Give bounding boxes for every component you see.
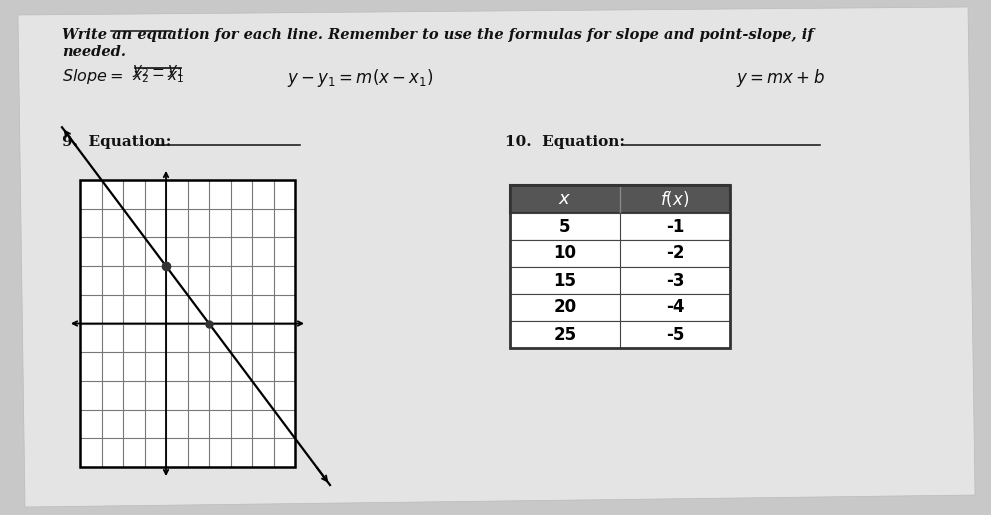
Text: $f(x)$: $f(x)$: [660, 189, 690, 209]
Text: Write an equation for each line. Remember to use the formulas for slope and poin: Write an equation for each line. Remembe…: [62, 28, 814, 42]
Text: -4: -4: [666, 299, 684, 317]
Text: $Slope = $: $Slope = $: [62, 67, 123, 86]
Text: needed.: needed.: [62, 45, 126, 59]
Bar: [510, 267, 730, 294]
Text: $x$: $x$: [558, 190, 572, 208]
Text: 25: 25: [553, 325, 577, 344]
Text: $y - y_1 = m(x - x_1)$: $y - y_1 = m(x - x_1)$: [286, 67, 433, 89]
Polygon shape: [18, 7, 975, 507]
Text: 20: 20: [553, 299, 577, 317]
Bar: [80, 180, 295, 467]
Bar: [80, 180, 295, 467]
Text: -3: -3: [666, 271, 684, 289]
Text: 9.  Equation:: 9. Equation:: [62, 135, 171, 149]
Text: 10: 10: [554, 245, 577, 263]
Text: -2: -2: [666, 245, 684, 263]
Text: 5: 5: [559, 217, 571, 235]
Text: -5: -5: [666, 325, 684, 344]
Text: 10.  Equation:: 10. Equation:: [505, 135, 625, 149]
Bar: [510, 240, 730, 267]
Text: $x_2 - x_1$: $x_2 - x_1$: [132, 69, 184, 84]
Text: 15: 15: [554, 271, 577, 289]
Text: -1: -1: [666, 217, 684, 235]
Bar: [510, 185, 730, 213]
Bar: [510, 321, 730, 348]
Bar: [510, 213, 730, 240]
Text: $y_2 - y_1$: $y_2 - y_1$: [132, 63, 184, 79]
Text: $y = mx + b$: $y = mx + b$: [735, 67, 825, 89]
Bar: [510, 294, 730, 321]
Bar: [510, 185, 730, 348]
